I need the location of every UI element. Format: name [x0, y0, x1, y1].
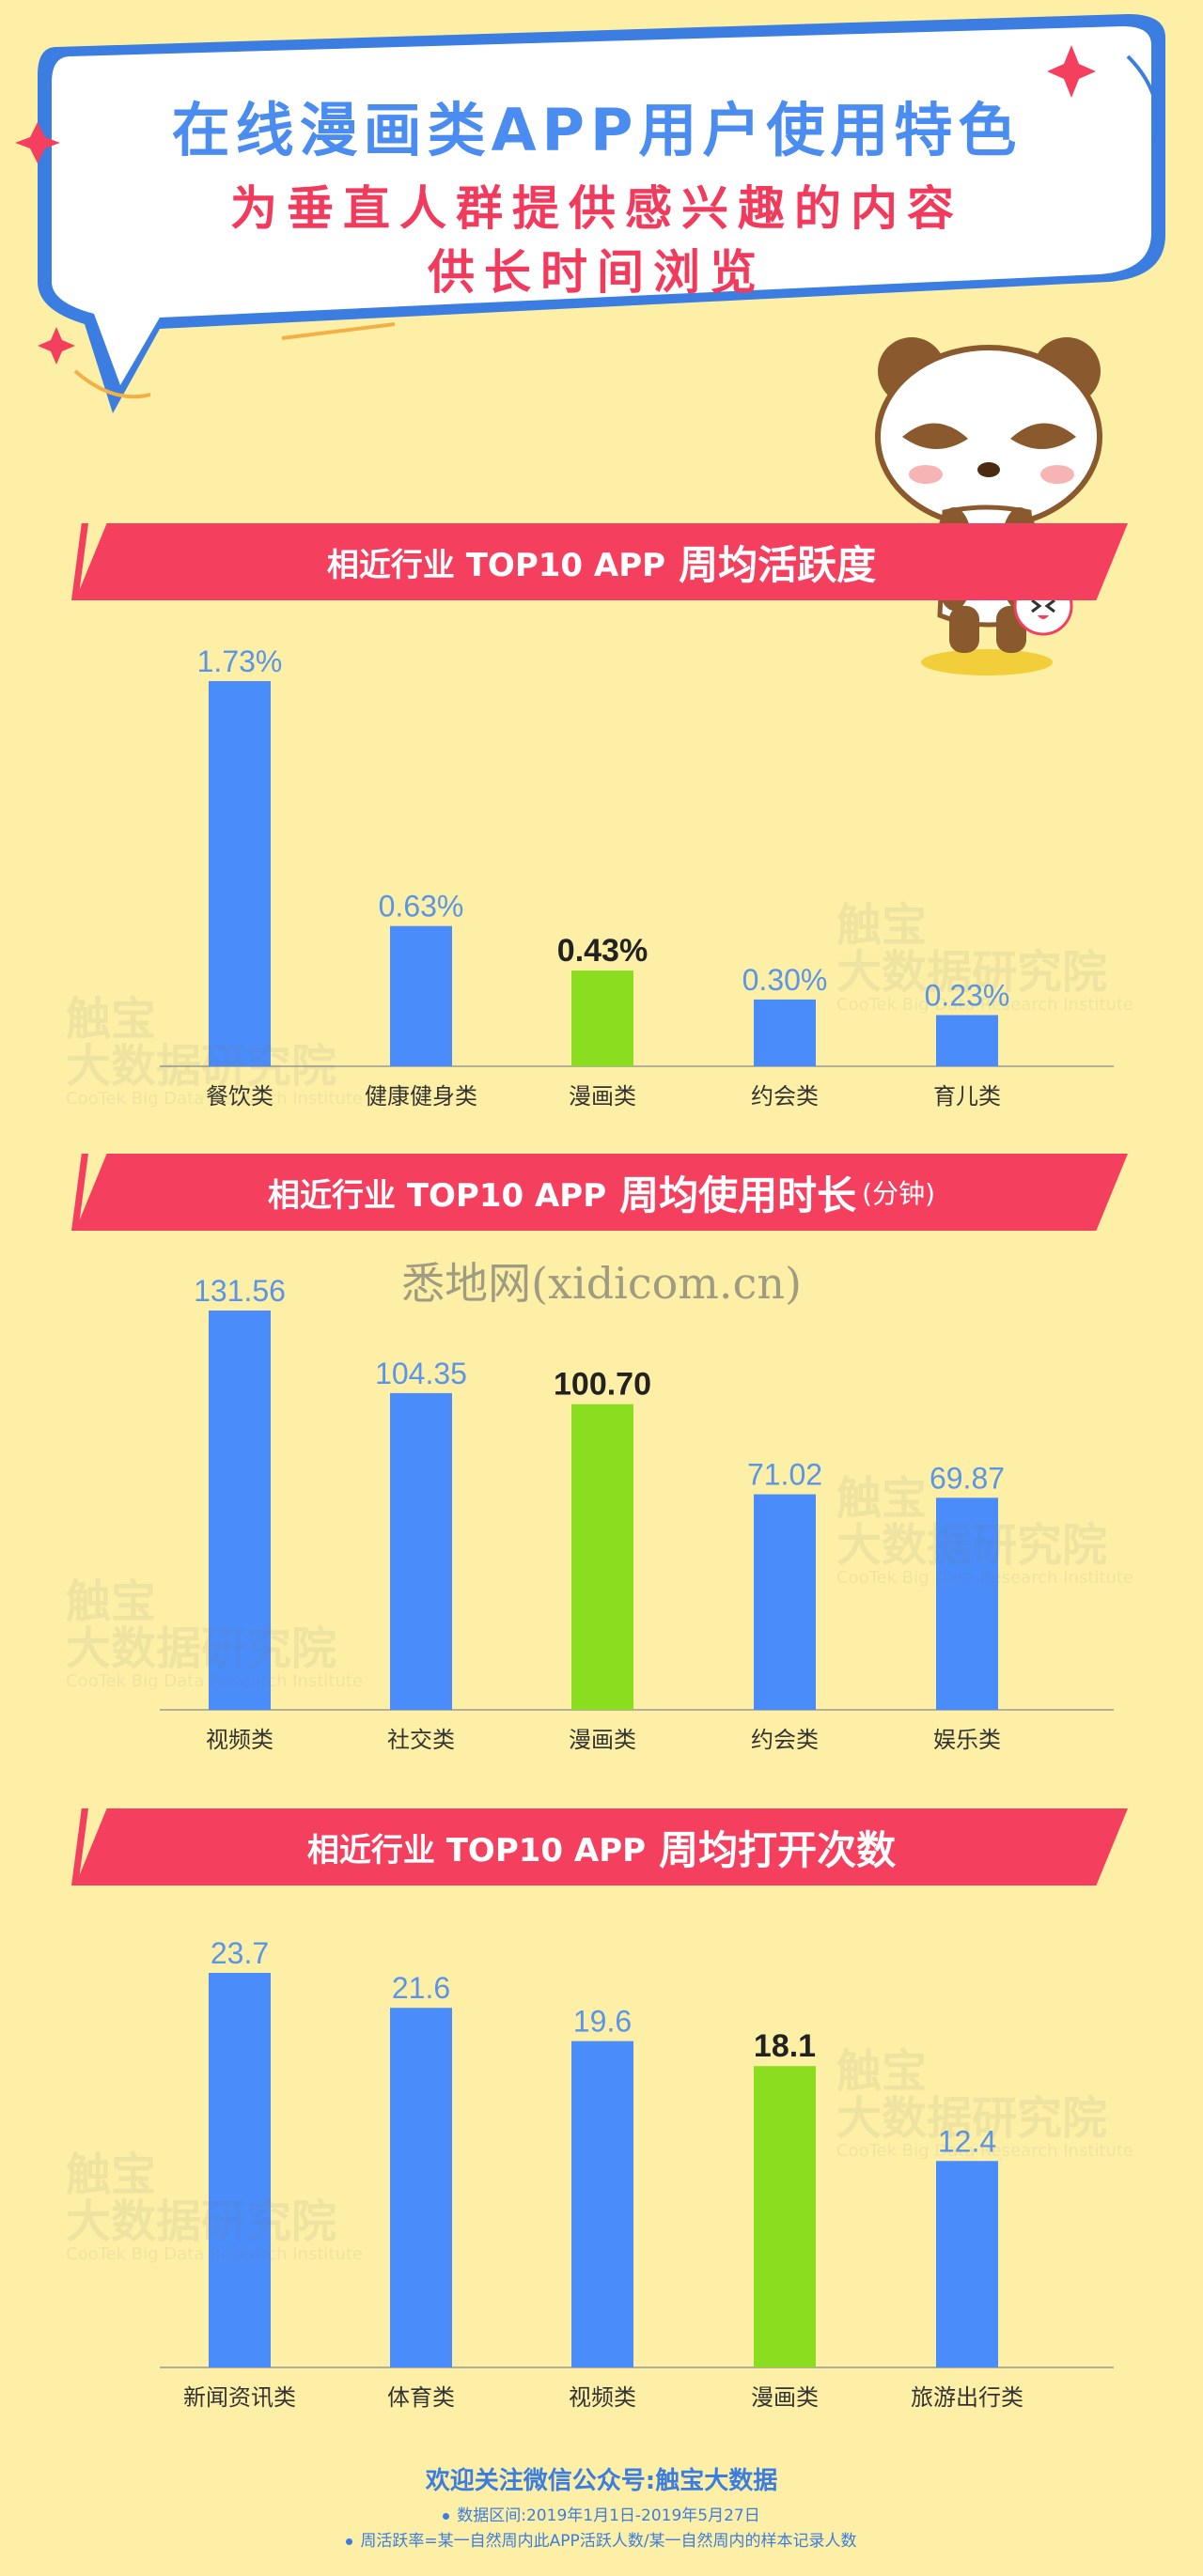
section-banner-weekly-opens: 相近行业 TOP10 APP 周均打开次数	[75, 1808, 1128, 1885]
bar	[936, 1015, 998, 1066]
footer-note-data-range: 数据区间:2019年1月1日-2019年5月27日	[0, 2502, 1203, 2525]
bar	[209, 1973, 271, 2367]
banner-main-text: 相近行业 TOP10 APP	[306, 1831, 647, 1870]
banner-main-text: 相近行业 TOP10 APP	[267, 1176, 607, 1215]
sparkle-icon	[1047, 45, 1096, 98]
category-tick-label: 漫画类	[569, 1727, 636, 1753]
page-subtitle-line2: 供长时间浏览	[428, 245, 766, 300]
bar	[390, 2008, 452, 2367]
category-tick-label: 漫画类	[751, 2384, 819, 2411]
bar	[936, 2161, 998, 2367]
bullet-icon	[346, 2537, 353, 2545]
bar-value-label: 19.6	[573, 2005, 632, 2039]
category-tick-label: 约会类	[751, 1083, 819, 1110]
header-bubble	[15, 14, 1165, 413]
section-banner-weekly-usage-time: 相近行业 TOP10 APP 周均使用时长 (分钟)	[75, 1154, 1128, 1231]
banner-emphasis-text: 周均使用时长	[619, 1172, 857, 1218]
footer: 欢迎关注微信公众号:触宝大数据 数据区间:2019年1月1日-2019年5月27…	[0, 2461, 1203, 2553]
bar-value-label: 18.1	[754, 2028, 816, 2064]
bar	[571, 970, 633, 1066]
banner-main-text: 相近行业 TOP10 APP	[326, 546, 666, 584]
bar-value-label: 100.70	[554, 1367, 651, 1403]
category-tick-label: 新闻资讯类	[183, 2384, 296, 2411]
category-tick-label: 约会类	[751, 1727, 819, 1753]
category-tick-label: 体育类	[387, 2384, 455, 2411]
bar	[754, 999, 816, 1066]
bar	[390, 925, 452, 1066]
category-tick-label: 娱乐类	[933, 1727, 1001, 1753]
bar-value-label: 69.87	[930, 1461, 1005, 1495]
bar-value-label: 1.73%	[197, 644, 283, 678]
bar-value-label: 0.23%	[925, 978, 1010, 1012]
bar-value-label: 0.30%	[742, 963, 828, 997]
category-tick-label: 育儿类	[933, 1083, 1001, 1110]
category-tick-label: 社交类	[387, 1727, 455, 1753]
section-banner-weekly-activity: 相近行业 TOP10 APP 周均活跃度	[75, 523, 1128, 600]
banner-emphasis-text: 周均打开次数	[659, 1826, 897, 1873]
bar	[571, 2041, 633, 2367]
category-tick-label: 餐饮类	[206, 1083, 273, 1110]
bar-value-label: 12.4	[938, 2124, 996, 2158]
category-tick-label: 视频类	[206, 1727, 273, 1753]
chart-weekly-usage-time: 131.56 视频类 104.35 社交类 100.70 漫画类 71.02 约会类 69.87…	[160, 1274, 1114, 1753]
bar-value-label: 23.7	[211, 1936, 269, 1970]
site-watermark: 悉地网(xidicom.cn)	[401, 1258, 802, 1309]
bar-value-label: 21.6	[392, 1971, 450, 2005]
banner-unit-text: (分钟)	[862, 1178, 936, 1209]
banner-emphasis-text: 周均活跃度	[679, 541, 877, 588]
category-tick-label: 旅游出行类	[911, 2384, 1023, 2411]
bar-value-label: 71.02	[747, 1458, 822, 1492]
bullet-icon	[443, 2512, 450, 2520]
page-subtitle-line1: 为垂直人群提供感兴趣的内容	[230, 181, 963, 236]
bar	[754, 2066, 816, 2367]
bar-value-label: 0.43%	[557, 933, 648, 969]
bar	[571, 1404, 633, 1710]
category-tick-label: 健康健身类	[365, 1083, 477, 1110]
bar-value-label: 0.63%	[379, 890, 464, 923]
footer-note-definition: 周活跃率=某一自然周内此APP活跃人数/某一自然周内的样本记录人数	[0, 2527, 1203, 2551]
bar	[754, 1494, 816, 1710]
bar	[209, 681, 271, 1066]
category-tick-label: 视频类	[569, 2384, 636, 2411]
category-tick-label: 漫画类	[569, 1083, 636, 1110]
sparkle-icon	[15, 122, 60, 163]
bar	[209, 1311, 271, 1710]
page-title: 在线漫画类APP用户使用特色	[171, 96, 1023, 164]
chart-weekly-activity: 1.73% 餐饮类 0.63% 健康健身类 0.43% 漫画类 0.30% 约会类 0.23% 育…	[160, 644, 1114, 1110]
footer-title: 欢迎关注微信公众号:触宝大数据	[425, 2467, 778, 2495]
bar	[936, 1497, 998, 1710]
chart-weekly-opens: 23.7 新闻资讯类 21.6 体育类 19.6 视频类 18.1 漫画类 12.4 旅游出行类	[160, 1936, 1114, 2411]
bar	[390, 1392, 452, 1710]
bar-value-label: 104.35	[375, 1357, 467, 1390]
bar-value-label: 131.56	[194, 1274, 286, 1308]
sparkle-icon	[38, 327, 75, 365]
